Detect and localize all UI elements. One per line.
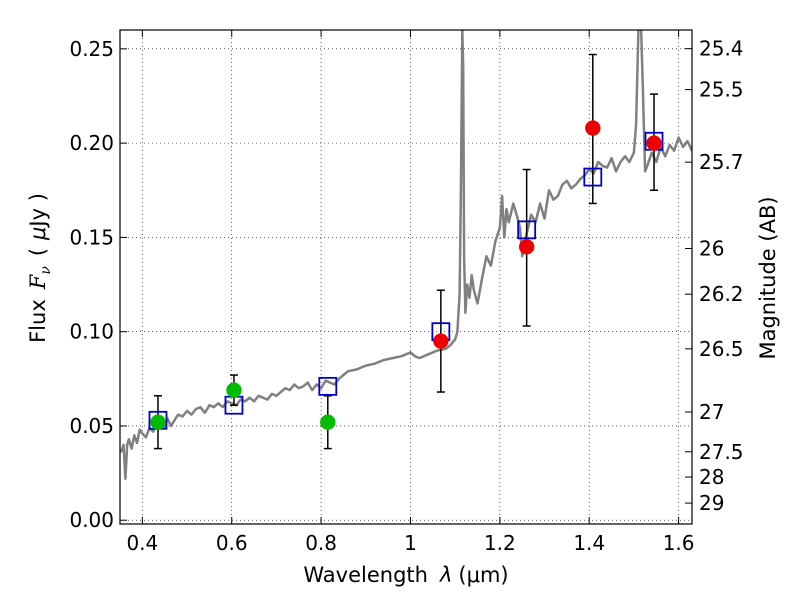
y-axis-label-unit: Jy ) xyxy=(26,193,50,229)
red-point xyxy=(433,333,449,349)
x-tick-label: 1 xyxy=(404,531,417,555)
gridlines xyxy=(120,30,692,524)
plot-frame xyxy=(119,29,693,525)
x-tick-label: 1.6 xyxy=(663,531,695,555)
y-axis-label-symbol: F xyxy=(26,273,50,290)
y-axis-label-paren: ( xyxy=(26,248,50,256)
x-tick-label: 0.8 xyxy=(305,531,337,555)
red-point xyxy=(585,120,601,136)
y-axis-label-mu: μ xyxy=(26,227,50,241)
y-tick-label: 0.00 xyxy=(69,508,114,532)
right-y-tick-label: 27.5 xyxy=(699,440,744,464)
y-axis-label-text: Flux xyxy=(26,299,50,343)
spectrum-line xyxy=(120,30,692,480)
plot-content xyxy=(120,30,692,480)
right-y-tick-label: 26.2 xyxy=(699,282,744,306)
right-y-tick-label: 28 xyxy=(699,465,724,489)
y-tick-label: 0.05 xyxy=(69,414,114,438)
x-tick-label: 0.6 xyxy=(216,531,248,555)
right-axis-label: Magnitude (AB) xyxy=(756,196,780,359)
y-tick-label: 0.15 xyxy=(69,225,114,249)
right-y-tick-label: 26 xyxy=(699,237,724,261)
right-y-tick-label: 25.4 xyxy=(699,37,744,61)
x-axis-label-text: Wavelength xyxy=(303,563,428,587)
y-axis-label-subscript: ν xyxy=(38,266,54,275)
ticks: 0.4 0.6 0.8 1 1.2 1.4 1.6 0.00 0.05 0.10 0.15 0.20 0… xyxy=(69,30,744,555)
right-y-tick-label: 27 xyxy=(699,400,724,424)
green-point xyxy=(320,414,336,430)
x-tick-label: 1.2 xyxy=(484,531,516,555)
x-axis-label: Wavelength λ (μm) xyxy=(303,563,508,587)
green-point xyxy=(226,382,242,398)
x-axis-label-unit: (μm) xyxy=(458,563,508,587)
model-square-marker xyxy=(583,167,603,187)
right-y-tick-label: 25.7 xyxy=(699,150,744,174)
y-tick-label: 0.25 xyxy=(69,37,114,61)
x-tick-label: 1.4 xyxy=(573,531,605,555)
model-square-marker xyxy=(517,220,537,240)
x-tick-label: 0.4 xyxy=(126,531,158,555)
green-point xyxy=(150,414,166,430)
red-point xyxy=(518,239,535,255)
y-tick-label: 0.20 xyxy=(69,131,114,155)
right-y-tick-label: 26.5 xyxy=(699,337,744,361)
right-y-tick-label: 25.5 xyxy=(699,78,744,102)
red-point xyxy=(646,135,662,151)
x-axis-label-symbol: λ xyxy=(439,563,452,587)
model-square-marker xyxy=(318,376,338,396)
y-axis-label: Flux Fν ( μJy ) xyxy=(26,193,54,343)
right-y-tick-label: 29 xyxy=(699,491,724,515)
y-tick-label: 0.10 xyxy=(69,320,114,344)
